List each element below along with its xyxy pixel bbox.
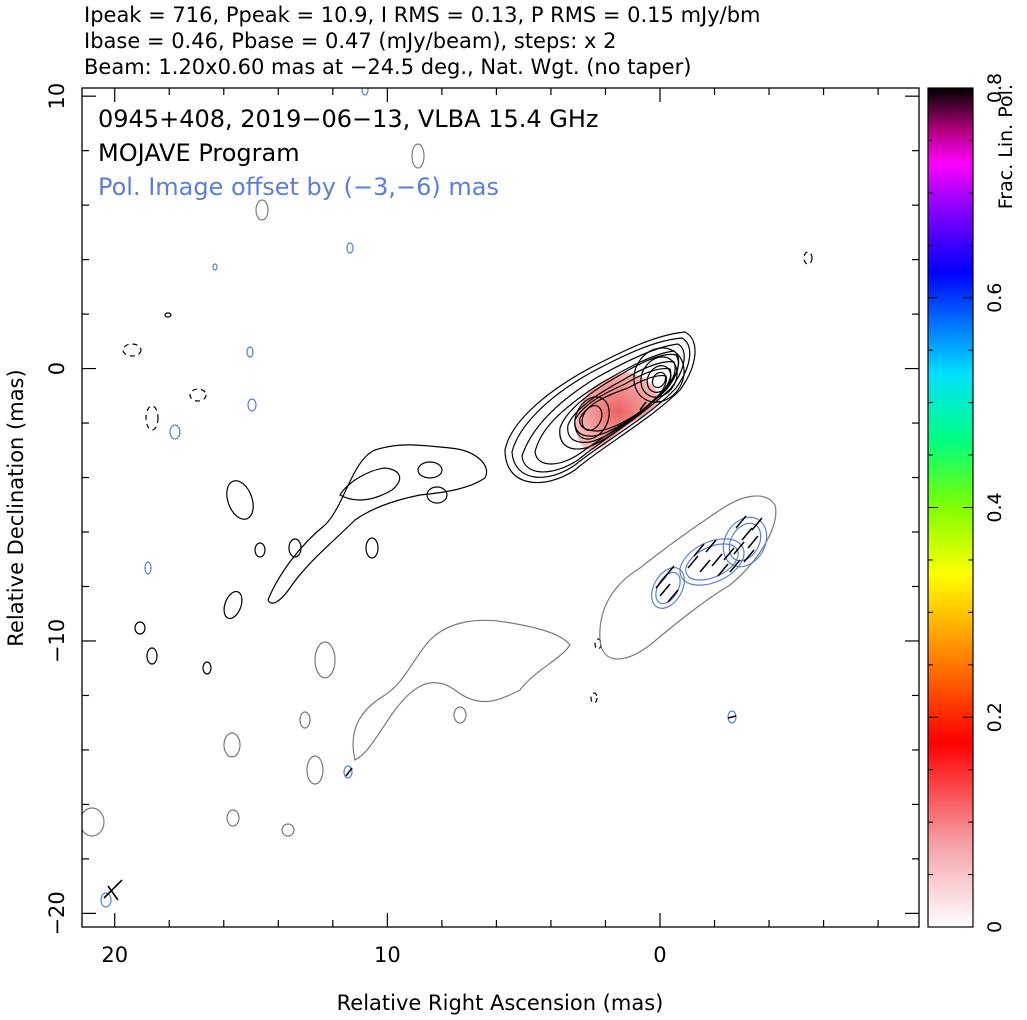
- y-tick-label: −20: [45, 891, 69, 935]
- plot-frame: [81, 87, 920, 928]
- y-tick-label: −10: [45, 619, 69, 663]
- axis-ticks: 20 10 0 10 0 −10 −20: [45, 83, 919, 967]
- negative-contours: [122, 251, 813, 704]
- y-axis-label: Relative Declination (mas): [4, 369, 28, 646]
- y-tick-label: 0: [45, 362, 69, 375]
- pol-offset-annotation: Pol. Image offset by (−3,−6) mas: [98, 173, 499, 201]
- colorbar-tick-label: 0: [984, 921, 1006, 933]
- y-tick-label: 10: [45, 83, 69, 110]
- header-line-1: Ipeak = 716, Ppeak = 10.9, I RMS = 0.13,…: [84, 3, 761, 27]
- pol-contours: [100, 88, 768, 908]
- evpa-vectors: [345, 401, 763, 777]
- colorbar-tick-label: 0.4: [984, 492, 1006, 522]
- colorbar-tick-label: 0.8: [984, 73, 1006, 103]
- colorbar-tick-label: 0.6: [984, 283, 1006, 313]
- colorbar-ticks: 0 0.2 0.4 0.6 0.8: [928, 73, 1006, 933]
- source-annotation: 0945+408, 2019−06−13, VLBA 15.4 GHz: [98, 105, 599, 133]
- offset-i-contour: [82, 143, 777, 837]
- stokes-i-contours: [134, 312, 696, 675]
- header-line-3: Beam: 1.20x0.60 mas at −24.5 deg., Nat. …: [84, 55, 691, 79]
- colorbar-label: Frac. Lin. Pol.: [995, 84, 1017, 209]
- x-tick-label: 0: [653, 943, 666, 967]
- map-contours: [82, 88, 813, 908]
- beam-marker: [103, 879, 123, 901]
- x-tick-label: 20: [101, 943, 128, 967]
- program-annotation: MOJAVE Program: [98, 139, 300, 167]
- colorbar-tick-label: 0.2: [984, 702, 1006, 732]
- x-axis-label: Relative Right Ascension (mas): [337, 991, 664, 1015]
- header-line-2: Ibase = 0.46, Pbase = 0.47 (mJy/beam), s…: [84, 29, 616, 53]
- x-tick-label: 10: [374, 943, 401, 967]
